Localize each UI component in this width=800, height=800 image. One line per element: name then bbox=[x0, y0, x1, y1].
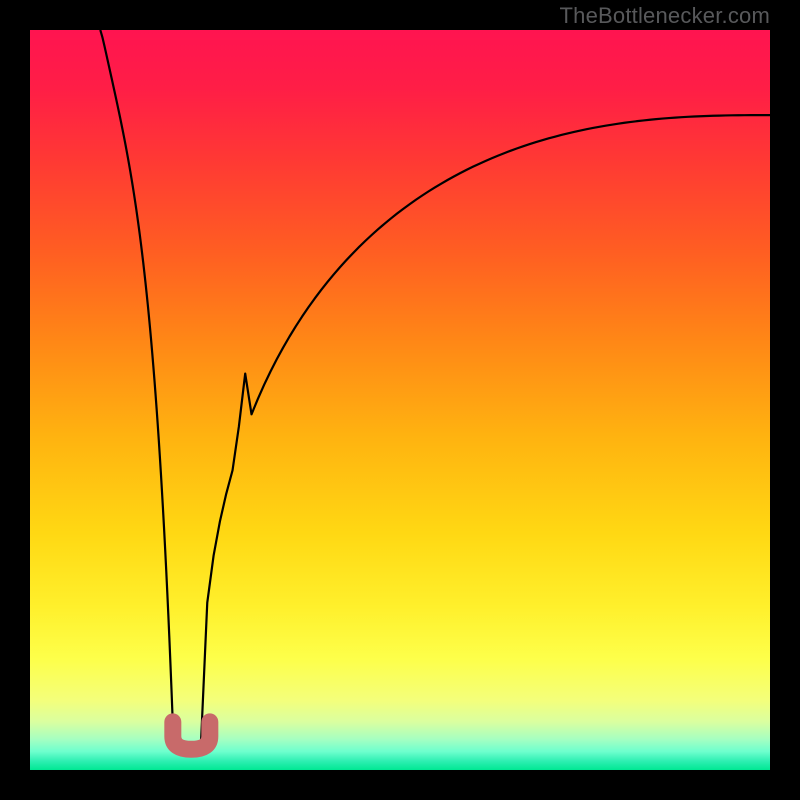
bottleneck-curve bbox=[100, 30, 770, 746]
watermark-label: TheBottlenecker.com bbox=[560, 3, 770, 29]
plot-area bbox=[30, 30, 770, 770]
optimal-marker bbox=[173, 722, 210, 749]
curve-layer bbox=[30, 30, 770, 770]
chart-viewport: TheBottlenecker.com bbox=[0, 0, 800, 800]
